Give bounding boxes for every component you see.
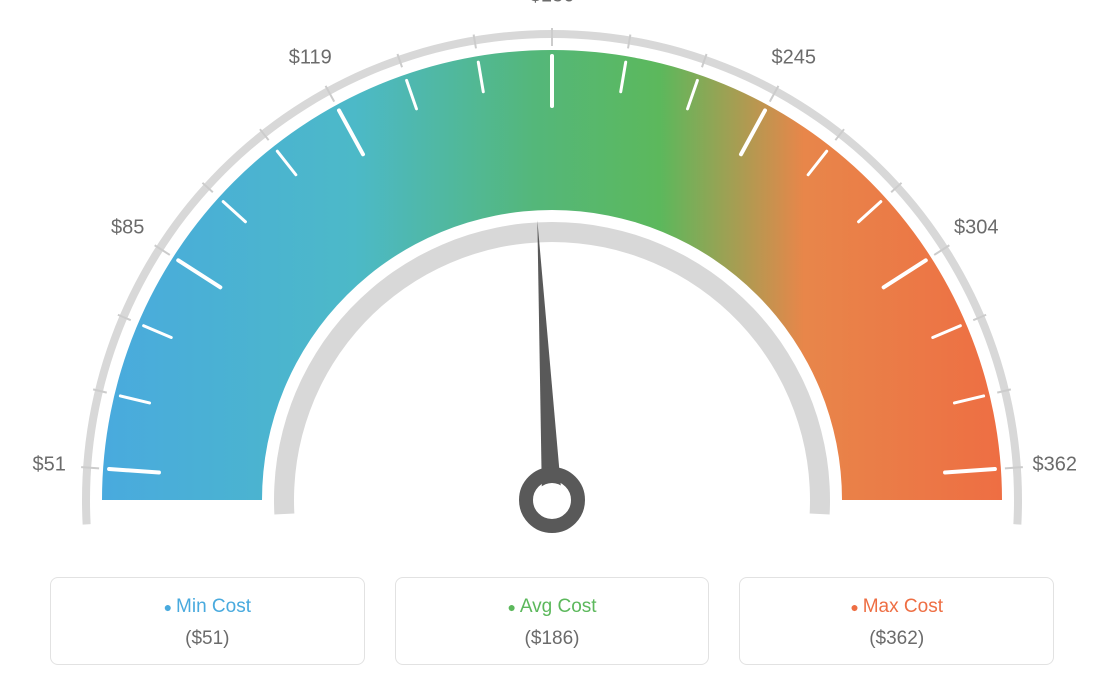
- legend-label-avg: Avg Cost: [406, 596, 699, 618]
- gauge-tick-label: $304: [954, 216, 999, 239]
- gauge-tick-label: $362: [1033, 453, 1078, 476]
- legend-value-avg: ($186): [406, 628, 699, 650]
- legend-card-min: Min Cost ($51): [50, 577, 365, 665]
- gauge-tick-label: $186: [530, 0, 575, 8]
- legend-label-min: Min Cost: [61, 596, 354, 618]
- gauge-svg: [0, 0, 1104, 540]
- legend-label-max: Max Cost: [750, 596, 1043, 618]
- legend-value-min: ($51): [61, 628, 354, 650]
- legend-card-avg: Avg Cost ($186): [395, 577, 710, 665]
- legend-row: Min Cost ($51) Avg Cost ($186) Max Cost …: [50, 577, 1054, 665]
- gauge-chart: $51 $85 $119 $186 $245 $304 $362: [0, 0, 1104, 540]
- legend-card-max: Max Cost ($362): [739, 577, 1054, 665]
- gauge-tick-label: $51: [33, 453, 66, 476]
- gauge-tick-label: $85: [111, 216, 144, 239]
- gauge-tick-label: $245: [772, 46, 817, 69]
- gauge-tick-label: $119: [289, 46, 332, 69]
- legend-value-max: ($362): [750, 628, 1043, 650]
